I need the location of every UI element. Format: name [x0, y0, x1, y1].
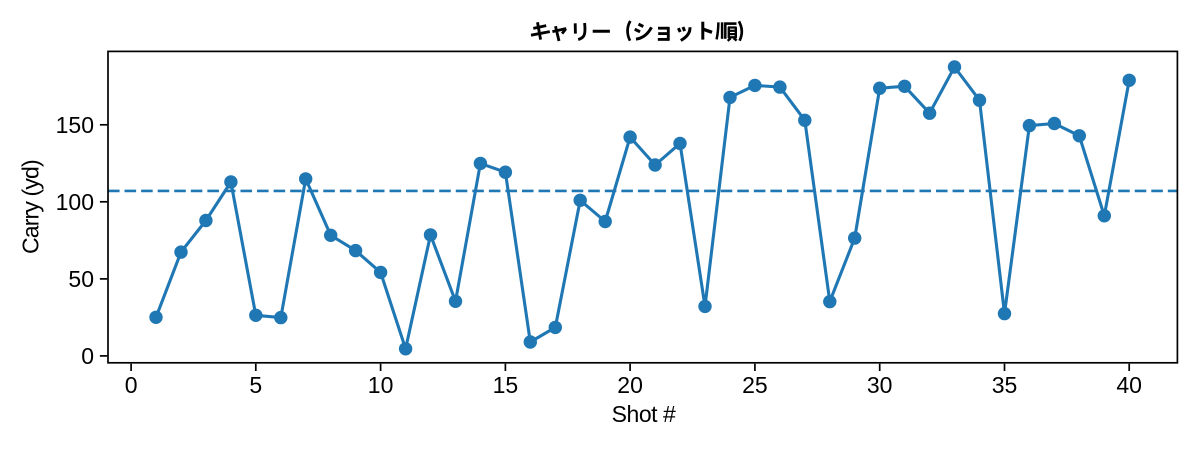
svg-text:Carry (yd): Carry (yd): [18, 160, 44, 254]
svg-text:30: 30: [867, 372, 893, 398]
svg-text:20: 20: [617, 372, 643, 398]
svg-text:35: 35: [992, 372, 1018, 398]
svg-text:50: 50: [68, 266, 94, 292]
svg-text:100: 100: [56, 189, 94, 215]
svg-text:40: 40: [1116, 372, 1142, 398]
svg-text:5: 5: [249, 372, 262, 398]
svg-text:25: 25: [742, 372, 768, 398]
svg-text:10: 10: [368, 372, 394, 398]
svg-text:150: 150: [56, 112, 94, 138]
svg-text:Shot #: Shot #: [612, 401, 676, 427]
svg-text:0: 0: [81, 343, 94, 369]
svg-text:0: 0: [125, 372, 138, 398]
svg-text:15: 15: [493, 372, 519, 398]
